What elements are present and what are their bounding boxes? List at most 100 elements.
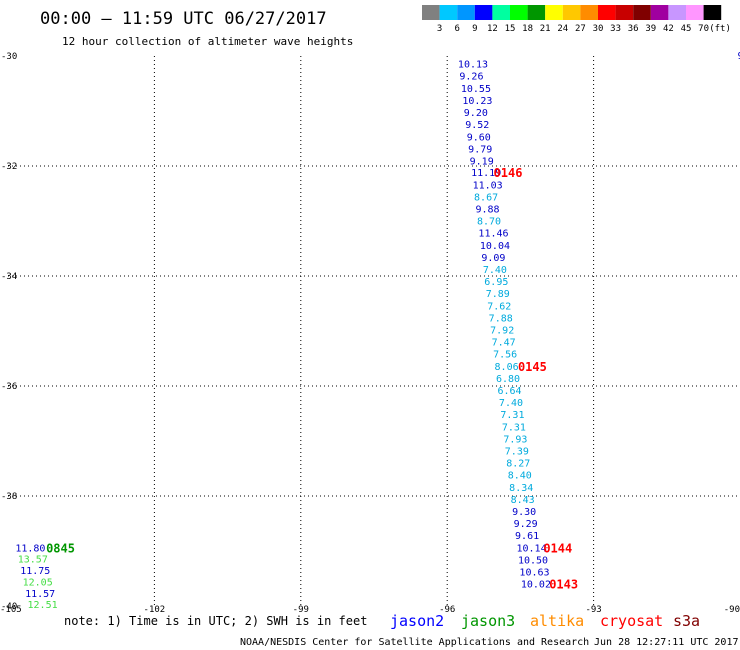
color-scale-label: 3 xyxy=(437,24,442,34)
wave-height-value: 10.50 xyxy=(518,555,548,566)
wave-height-value: 11.75 xyxy=(20,566,50,577)
wave-height-value: 8.27 xyxy=(506,459,530,470)
orbit-time-label: 0146 xyxy=(494,166,523,180)
color-scale-label: 15 xyxy=(505,24,516,34)
wave-height-value: 9.79 xyxy=(468,145,492,156)
note-text: note: 1) Time is in UTC; 2) SWH is in fe… xyxy=(64,614,367,628)
wave-height-value: 7.92 xyxy=(490,325,514,336)
color-swatch xyxy=(668,5,686,20)
x-tick-label: -90 xyxy=(724,605,740,615)
color-swatch xyxy=(633,5,651,20)
satellite-legend-entry: cryosat xyxy=(600,612,663,630)
y-tick-label: -38 xyxy=(1,492,17,502)
color-scale-legend: 3 6 9 12 15 18 21 24 27 30 33 36 39 42 45 70 (ft) xyxy=(422,5,731,34)
wave-height-value: 7.31 xyxy=(502,422,526,433)
wave-height-value: 9.52 xyxy=(465,120,489,131)
color-swatch xyxy=(457,5,475,20)
wave-height-value: 7.88 xyxy=(489,313,513,324)
wave-height-value: 10.02 xyxy=(521,580,551,591)
color-scale-label: 39 xyxy=(645,24,656,34)
wave-height-value: 10.13 xyxy=(458,59,488,70)
wave-height-value: 9.29 xyxy=(514,519,538,530)
satellite-legend: jason2 jason3 altika cryosat s3a xyxy=(390,612,700,630)
wave-height-value: 10.23 xyxy=(462,96,492,107)
wave-height-value: 9.85 xyxy=(738,51,740,62)
orbit-time-label: 0145 xyxy=(518,360,547,374)
color-scale-label: 36 xyxy=(628,24,639,34)
wave-height-value: 8.67 xyxy=(474,192,498,203)
chart-subtitle: 12 hour collection of altimeter wave hei… xyxy=(62,35,353,48)
color-swatch xyxy=(580,5,598,20)
color-swatch xyxy=(562,5,581,20)
wave-height-value: 7.40 xyxy=(499,398,523,409)
wave-height-value: 8.43 xyxy=(511,495,535,506)
wave-height-value: 9.20 xyxy=(464,108,488,119)
color-scale-label: 27 xyxy=(575,24,586,34)
wave-height-value: 13.57 xyxy=(18,554,48,565)
satellite-legend-entry: altika xyxy=(530,612,584,630)
y-tick-label: -34 xyxy=(1,272,17,282)
grid-lines xyxy=(8,56,740,606)
wave-height-value: 10.55 xyxy=(461,84,491,95)
color-scale-label: 9 xyxy=(472,24,477,34)
orbit-time-label: 0845 xyxy=(46,541,75,555)
color-scale-label: 12 xyxy=(487,24,498,34)
color-swatch xyxy=(703,5,722,20)
wave-height-value: 10.04 xyxy=(480,241,510,252)
wave-height-value: 7.89 xyxy=(486,289,510,300)
wave-height-value: 10.63 xyxy=(519,567,549,578)
wave-height-value: 10.14 xyxy=(516,543,546,554)
color-swatch xyxy=(615,5,634,20)
color-scale-label: 45 xyxy=(681,24,692,34)
orbit-time-labels: 0146 0145 0144 0143 0845 xyxy=(46,166,578,591)
satellite-legend-entry: s3a xyxy=(673,612,700,630)
wave-height-value: 9.09 xyxy=(481,253,505,264)
color-swatch xyxy=(598,5,616,20)
x-tick-label: -99 xyxy=(293,605,309,615)
color-scale-label: 18 xyxy=(522,24,533,34)
color-scale-label: 21 xyxy=(540,24,551,34)
wave-height-value: 8.34 xyxy=(509,483,533,494)
wave-height-value: 7.40 xyxy=(483,265,507,276)
x-tick-label: -105 xyxy=(0,605,22,615)
color-swatch xyxy=(492,5,510,20)
wave-height-value: 9.19 xyxy=(470,157,494,168)
wave-height-value: 7.31 xyxy=(500,410,524,421)
color-scale-label: 30 xyxy=(593,24,604,34)
color-swatch xyxy=(686,5,704,20)
wave-height-value: 11.03 xyxy=(473,180,503,191)
wave-height-value: 7.39 xyxy=(505,446,529,457)
wave-height-value: 9.88 xyxy=(476,204,500,215)
wave-height-value: 9.60 xyxy=(467,132,491,143)
x-tick-label: -93 xyxy=(585,605,601,615)
x-tick-label: -102 xyxy=(144,605,166,615)
y-tick-label: -30 xyxy=(1,52,17,62)
y-tick-label: -32 xyxy=(1,162,17,172)
footer-timestamp: Jun 28 12:27:11 UTC 2017 xyxy=(594,637,739,648)
color-swatch xyxy=(474,5,493,20)
chart-title: 00:00 – 11:59 UTC 06/27/2017 xyxy=(40,9,327,29)
satellite-legend-entry: jason2 xyxy=(390,612,444,630)
wave-height-value: 6.64 xyxy=(497,386,521,397)
wave-height-value: 9.30 xyxy=(512,507,536,518)
wave-height-value: 7.56 xyxy=(493,350,517,361)
color-scale-unit: (ft) xyxy=(709,24,731,34)
wave-height-value: 7.93 xyxy=(503,434,527,445)
wave-height-value: 8.70 xyxy=(477,217,501,228)
wave-height-value: 12.05 xyxy=(23,577,53,588)
color-swatch xyxy=(545,5,563,20)
color-scale-label: 24 xyxy=(557,24,568,34)
wave-height-value: 8.40 xyxy=(508,471,532,482)
wave-height-value: 6.95 xyxy=(484,277,508,288)
wave-height-value: 7.47 xyxy=(492,338,516,349)
orbit-time-label: 0144 xyxy=(543,541,572,555)
y-tick-label: -36 xyxy=(1,382,17,392)
wave-height-value: 9.26 xyxy=(459,71,483,82)
color-swatch xyxy=(527,5,546,20)
color-swatch xyxy=(510,5,528,20)
color-scale-label: 70 xyxy=(698,24,709,34)
wave-height-value: 11.19 xyxy=(471,168,501,179)
orbit-time-label: 0143 xyxy=(549,578,578,592)
wave-height-value: 11.46 xyxy=(478,229,508,240)
